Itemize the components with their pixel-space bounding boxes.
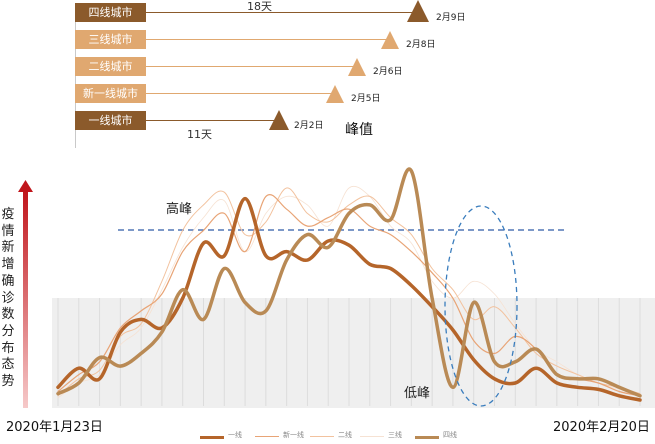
high-peak-label: 高峰 [166,202,193,217]
bottom-days-label: 11天 [187,128,212,141]
tier-lead-line [146,120,278,121]
series-line-4 [56,167,642,398]
legend-swatch [255,436,279,437]
x-end-label: 2020年2月20日 [553,420,650,435]
legend-label: 新一线 [283,431,304,439]
tier-lead-line [146,66,356,67]
legend-label: 四线 [443,431,457,439]
legend-label: 一线 [228,431,242,439]
peak-value-label: 峰值 [345,122,373,138]
y-axis-label-char: 增 [1,257,15,273]
legend-swatch [200,436,224,439]
y-axis-label-char: 情 [1,223,15,239]
y-axis-label-char: 数 [1,307,15,323]
legend-label: 二线 [338,431,352,439]
low-region-band [52,298,655,408]
y-axis-label-char: 确 [1,273,15,289]
x-start-label: 2020年1月23日 [6,420,103,435]
y-axis-label-char: 新 [1,240,15,256]
y-axis-label-char: 分 [1,323,15,339]
peak-date-label: 2月8日 [406,40,436,50]
tier-label: 一线城市 [75,111,146,130]
legend-label: 三线 [388,431,402,439]
trend-arrow [16,180,36,408]
y-axis-label: 疫情新增确诊数分布态势 [0,207,16,391]
peak-date-label: 2月6日 [373,67,403,77]
peak-date-label: 2月2日 [294,121,324,131]
legend-swatch [360,436,384,437]
legend-swatch [415,436,439,439]
peak-date-label: 2月9日 [436,13,466,23]
tier-lead-line [146,12,418,13]
y-axis-label-char: 诊 [1,290,15,306]
y-axis-label-char: 势 [1,374,15,390]
peak-marker-triangle [326,85,344,103]
peak-date-label: 2月5日 [351,94,381,104]
y-axis-label-char: 态 [1,357,15,373]
y-axis-label-char: 疫 [1,207,15,222]
tier-lead-line [146,39,391,40]
top-days-label: 18天 [247,0,272,13]
tier-label: 新一线城市 [75,84,146,103]
series-line-2 [57,187,641,397]
tier-label: 三线城市 [75,30,146,49]
legend-swatch [310,436,334,437]
tier-lead-line [146,93,334,94]
y-axis-label-char: 布 [1,340,15,356]
peak-marker-triangle [407,0,429,22]
low-peak-ellipse [444,205,518,407]
tier-label: 二线城市 [75,57,146,76]
tier-label: 四线城市 [75,3,146,22]
peak-marker-triangle [348,58,366,76]
chart-legend: 一线 新一线 二线 三线 四线 [200,428,470,444]
peak-marker-triangle [381,31,399,49]
peak-marker-triangle [269,110,289,130]
series-line-0 [56,196,642,402]
low-peak-label: 低峰 [404,386,431,401]
